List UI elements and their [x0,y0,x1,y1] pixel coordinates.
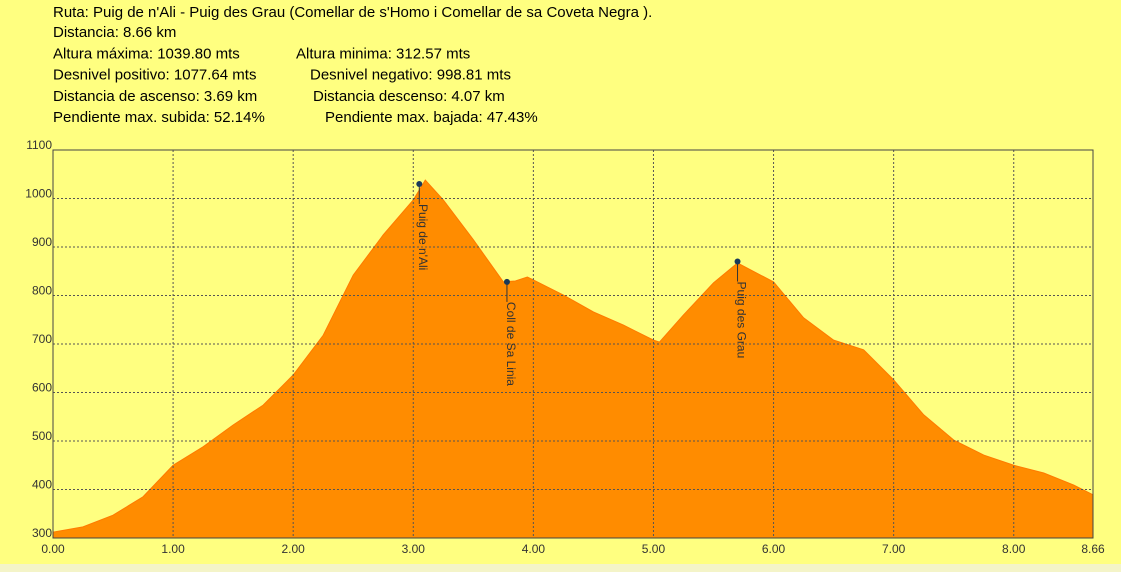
y-tick-label: 300 [32,526,52,540]
y-tick-label: 1100 [26,138,52,152]
route-stat: Altura minima: 312.57 mts [296,45,470,62]
route-stat: Distancia descenso: 4.07 km [313,88,505,105]
y-tick-label: 400 [32,478,52,492]
route-stat: Desnivel negativo: 998.81 mts [310,67,511,84]
x-tick-label: 7.00 [882,542,906,556]
annotation-marker [503,278,510,285]
annotation-label: Puig des Grau [734,282,748,359]
route-stat: Desnivel positivo: 1077.64 mts [53,67,256,84]
y-tick-label: 500 [32,429,52,443]
y-tick-label: 700 [32,332,52,346]
y-tick-label: 1000 [25,187,52,201]
y-tick-label: 600 [32,381,52,395]
y-tick-label: 800 [32,284,52,298]
x-tick-label: 5.00 [642,542,666,556]
annotation-marker [416,180,423,187]
route-stat: Pendiente max. subida: 52.14% [53,109,265,126]
annotation-label: Puig de n'Ali [416,204,430,270]
route-stat: Distancia: 8.66 km [53,24,176,41]
route-stat: Altura máxima: 1039.80 mts [53,45,240,62]
x-tick-label: 2.00 [282,542,306,556]
plot-frame [52,149,1094,539]
route-stat: Distancia de ascenso: 3.69 km [53,88,257,105]
y-tick-label: 900 [32,235,52,249]
annotation-marker [734,258,741,265]
bottom-strip [0,564,1121,572]
x-tick-label: 8.66 [1081,542,1105,556]
x-tick-label: 1.00 [161,542,185,556]
elevation-area [52,179,1094,539]
route-stat: Pendiente max. bajada: 47.43% [325,109,538,126]
x-tick-label: 4.00 [522,542,546,556]
x-tick-label: 3.00 [402,542,426,556]
annotation-label: Coll de Sa Linia [504,302,518,386]
x-tick-label: 6.00 [762,542,786,556]
chart-title: Ruta: Puig de n'Ali - Puig des Grau (Com… [53,4,652,21]
x-tick-label: 8.00 [1002,542,1026,556]
x-tick-label: 0.00 [41,542,65,556]
